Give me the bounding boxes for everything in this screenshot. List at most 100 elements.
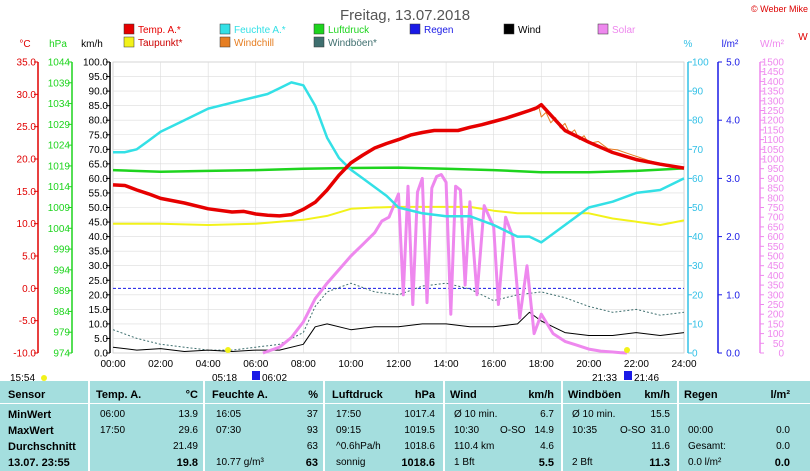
table-cell: Sensor [8,389,46,401]
y-tick-label: 5.0 [22,252,36,263]
y-tick-label: 1039 [48,78,71,89]
table-cell: 16:05 [216,409,242,420]
y-tick-label: 450 [767,261,784,272]
y-tick-label: 55.0 [89,188,109,199]
series-line [113,205,685,226]
x-tick-label: 00:00 [100,359,125,370]
table-cell: 10:30 [454,425,480,436]
table-cell: 15.5 [650,409,670,420]
series [112,81,685,355]
table-divider [0,403,810,404]
legend-swatch [597,23,609,35]
table-cell: Regen [684,389,718,401]
table-cell: 63 [305,457,318,469]
y-tick-label: 1400 [762,77,785,88]
y-tick-label: 400 [767,271,784,282]
axis-unit-label: l/m² [722,39,739,50]
series-line [112,166,685,174]
x-tick-label: 14:00 [434,359,459,370]
y-tick-label: 979 [53,328,70,339]
y-tick-label: 1044 [48,58,71,69]
y-tick-label: -10.0 [13,349,36,360]
table-cell: MaxWert [8,425,54,437]
table-cell: 0.0 [776,441,790,452]
y-tick-label: 75.0 [89,130,109,141]
y-tick-label: 0.0 [726,349,740,360]
table-cell: 09:15 [336,425,362,436]
y-tick-label: 200 [767,310,784,321]
table-cell: km/h [528,389,554,401]
series-line [113,81,685,244]
y-tick-label: 95.0 [89,72,109,83]
y-tick-label: 750 [767,203,784,214]
axis-unit-label: km/h [81,39,103,50]
legend-swatch [219,36,231,48]
y-tick-label: 150 [767,319,784,330]
x-tick-label: 22:00 [624,359,649,370]
y-tick-label: 10.0 [89,319,109,330]
table-cell: 1018.6 [401,457,435,469]
y-tick-label: 0.0 [22,284,36,295]
table-cell: 0.0 [776,425,790,436]
table-cell: 63 [306,441,318,452]
sunset-icon [624,371,632,380]
sun-dot [225,347,231,353]
series-line [112,102,685,218]
table-cell: % [308,389,318,401]
axis-unit-label: W [798,32,808,43]
y-tick-label: 550 [767,242,784,253]
y-tick-label: 40 [692,232,704,243]
legend-swatch [409,23,421,35]
y-tick-label: 80 [692,116,704,127]
x-tick-label: 12:00 [386,359,411,370]
table-cell: 07:30 [216,425,242,436]
table-divider [677,381,679,471]
legend-label: Taupunkt* [138,38,183,49]
x-tick-label: 24:00 [671,359,696,370]
table-cell: 31.0 [650,425,670,436]
table-cell: MinWert [8,409,52,421]
legend-label: Windchill [234,38,274,49]
y-tick-label: 1000 [762,155,785,166]
table-cell: Temp. A. [96,389,142,401]
y-tick-label: 900 [767,174,784,185]
table-cell: 5.5 [538,457,554,469]
table-cell: 1019.5 [404,425,435,436]
legend-swatch [503,23,515,35]
y-tick-label: 1004 [48,224,71,235]
legend-swatch [313,36,325,48]
y-tick-label: 700 [767,213,784,224]
table-divider [561,381,563,471]
y-tick-label: 350 [767,281,784,292]
table-cell: 1018.6 [404,441,435,452]
y-tick-label: 850 [767,184,784,195]
table-cell: 11.3 [649,457,670,469]
axis-unit-label: W/m² [760,39,785,50]
sunset-label: 21:46 [634,373,659,381]
x-tick-label: 04:00 [196,359,221,370]
table-cell: O-SO [620,425,646,436]
y-tick-label: 1350 [762,87,785,98]
table-cell: km/h [644,389,670,401]
y-tick-label: 15.0 [17,187,37,198]
axis-unit-label: hPa [49,39,67,50]
table-cell: sonnig [336,457,366,468]
table-cell: hPa [414,389,435,401]
table-cell: O-SO [500,425,526,436]
y-tick-label: 984 [53,307,70,318]
y-tick-label: 60 [692,174,704,185]
table-cell: 00:00 [688,425,714,436]
y-tick-label: 50 [692,203,704,214]
table-cell: 4.6 [540,441,554,452]
y-tick-label: 35.0 [89,247,109,258]
y-tick-label: 1014 [48,182,71,193]
table-cell: l/m² [770,389,790,401]
y-tick-label: 1100 [762,135,784,146]
y-tick-label: 90 [692,87,704,98]
x-tick-label: 02:00 [148,359,173,370]
series-line [262,173,627,355]
y-tick-label: 70.0 [89,145,109,156]
y-tick-label: 15.0 [89,305,109,316]
table-cell: 93 [306,425,318,436]
table-cell: 37 [306,409,318,420]
